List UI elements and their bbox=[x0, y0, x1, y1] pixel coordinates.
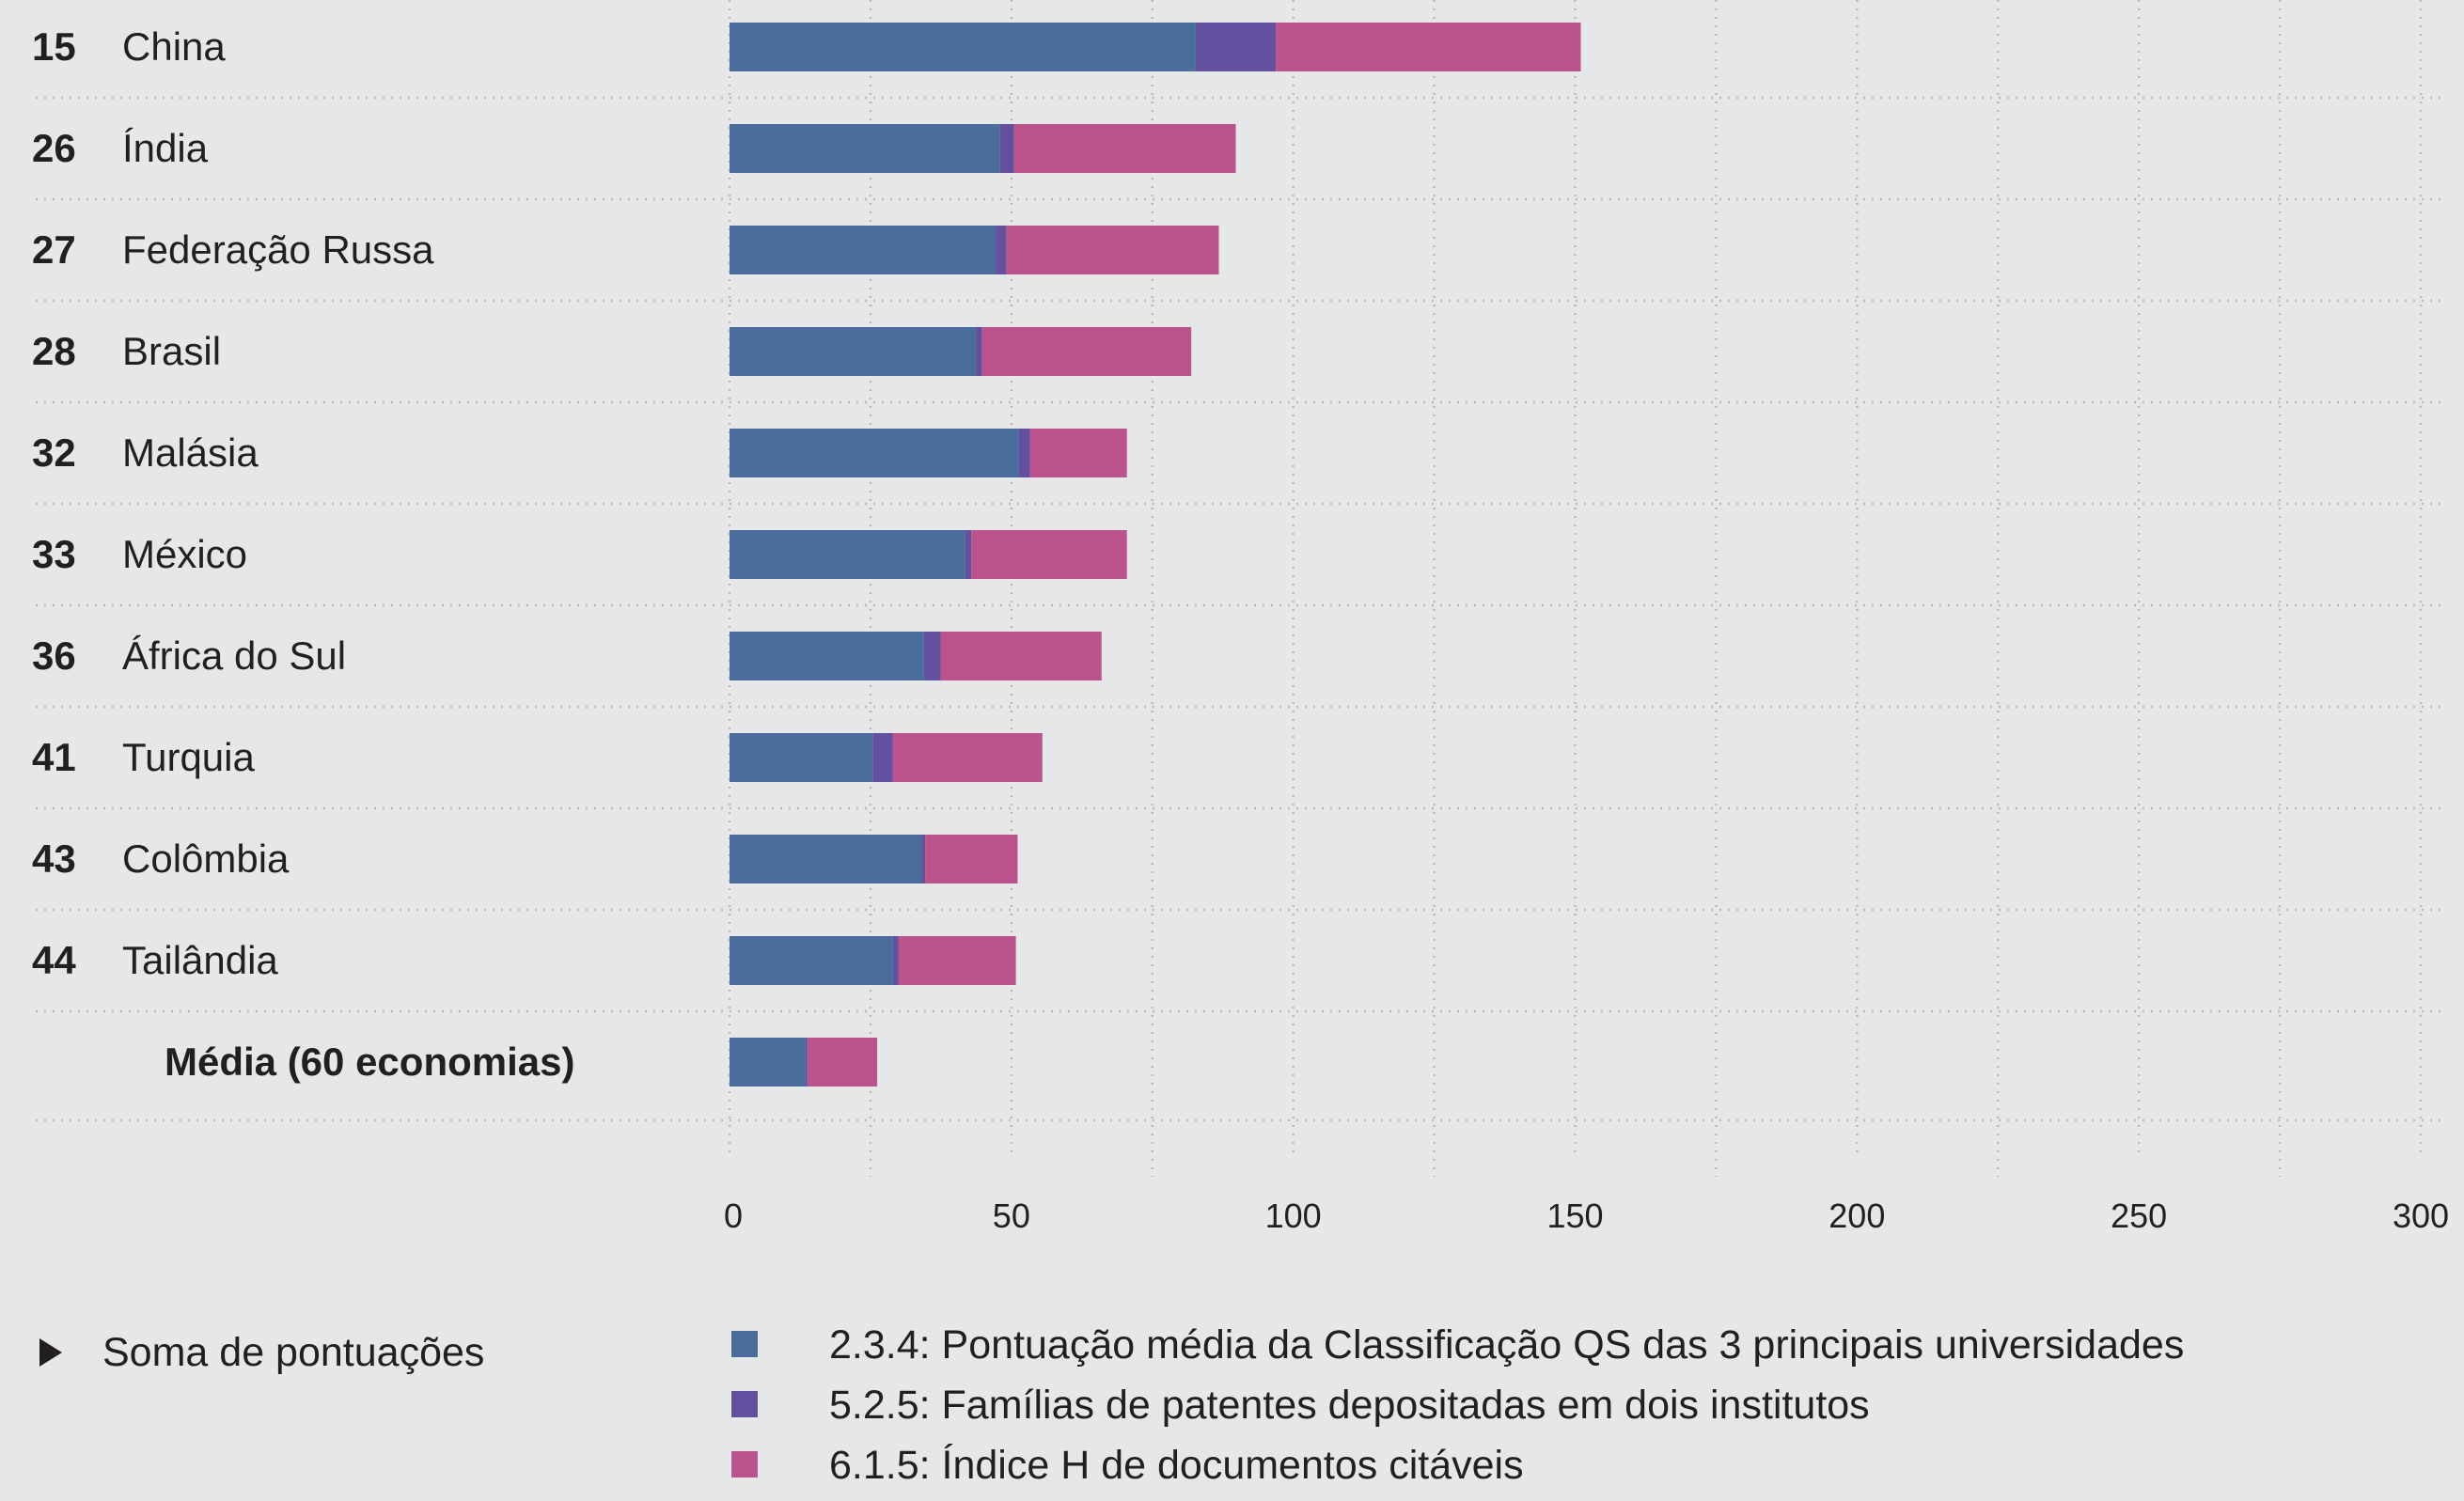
bar-segment bbox=[872, 733, 893, 782]
rank-label: 28 bbox=[32, 329, 76, 373]
tick-label-x: 100 bbox=[1265, 1196, 1322, 1235]
bar-segment bbox=[923, 632, 941, 680]
bar-segment bbox=[898, 936, 1016, 985]
bar-segment bbox=[730, 1038, 806, 1087]
rank-label: 26 bbox=[32, 126, 76, 170]
bar-segment bbox=[940, 632, 1102, 680]
rank-label: 36 bbox=[32, 633, 76, 678]
category-label: África do Sul bbox=[122, 633, 346, 678]
bar-segment bbox=[1029, 429, 1127, 477]
rank-label: 32 bbox=[32, 430, 76, 475]
bars bbox=[730, 23, 1581, 1087]
category-label: México bbox=[122, 532, 247, 576]
footer: Soma de pontuações bbox=[39, 1330, 484, 1375]
bar-segment bbox=[921, 835, 926, 883]
rank-label: 15 bbox=[32, 24, 76, 69]
bar-segment bbox=[1276, 23, 1581, 71]
rank-label: 41 bbox=[32, 735, 76, 779]
bar-segment bbox=[730, 530, 965, 579]
category-label: Tailândia bbox=[122, 938, 278, 982]
tick-label-x: 200 bbox=[1828, 1196, 1885, 1235]
category-label: Média (60 economias) bbox=[165, 1040, 574, 1084]
bar-segment bbox=[1018, 429, 1030, 477]
legend-entry: 5.2.5: Famílias de patentes depositadas … bbox=[829, 1383, 1870, 1428]
bar-segment bbox=[996, 226, 1007, 274]
tick-label-x: 250 bbox=[2111, 1196, 2167, 1235]
bar-segment bbox=[892, 936, 899, 985]
bar-segment bbox=[1195, 23, 1277, 71]
rank-label: 44 bbox=[32, 938, 76, 982]
rank-label: 27 bbox=[32, 227, 76, 272]
bar-segment bbox=[730, 429, 1019, 477]
category-label: Colômbia bbox=[122, 836, 290, 881]
bar-segment bbox=[730, 632, 924, 680]
legend-swatch bbox=[731, 1391, 758, 1417]
legend-entry: 2.3.4: Pontuação média da Classificação … bbox=[829, 1322, 2184, 1368]
bar-segment bbox=[807, 1038, 878, 1087]
category-label: Turquia bbox=[122, 735, 255, 779]
legend-swatch bbox=[731, 1331, 758, 1357]
legend: 2.3.4: Pontuação média da Classificação … bbox=[731, 1322, 2184, 1488]
bar-segment bbox=[892, 733, 1043, 782]
x-axis-ticks: 0 50 100 150 200 250 300 bbox=[724, 1196, 2449, 1235]
bar-segment bbox=[730, 733, 873, 782]
rank-label: 33 bbox=[32, 532, 76, 576]
tick-label-x: 150 bbox=[1546, 1196, 1603, 1235]
legend-entry: 6.1.5: Índice H de documentos citáveis bbox=[829, 1443, 1524, 1488]
bar-segment bbox=[971, 530, 1127, 579]
tick-label-x: 300 bbox=[2393, 1196, 2449, 1235]
bar-segment bbox=[805, 1038, 808, 1087]
bar-segment bbox=[1013, 124, 1236, 173]
bar-segment bbox=[999, 124, 1014, 173]
bar-segment bbox=[925, 835, 1018, 883]
bar-segment bbox=[1006, 226, 1219, 274]
category-label: Malásia bbox=[122, 430, 259, 475]
rank-label: 43 bbox=[32, 836, 76, 881]
bar-segment bbox=[976, 327, 982, 376]
bar-segment bbox=[730, 124, 1000, 173]
footer-label: Soma de pontuações bbox=[102, 1330, 484, 1375]
bar-segment bbox=[730, 327, 977, 376]
category-labels: 15 China 26 Índia 27 Federação Russa 28 Brasil 3… bbox=[32, 24, 574, 1084]
bar-segment bbox=[730, 226, 997, 274]
bar-segment bbox=[730, 936, 893, 985]
bar-segment bbox=[981, 327, 1192, 376]
bar-segment bbox=[730, 23, 1196, 71]
tick-label-x: 0 bbox=[724, 1196, 743, 1235]
play-triangle-icon bbox=[39, 1338, 62, 1367]
horizontal-grid bbox=[36, 96, 2444, 1122]
category-label: China bbox=[122, 24, 226, 69]
legend-swatch bbox=[731, 1451, 758, 1478]
bar-segment bbox=[965, 530, 972, 579]
category-label: Índia bbox=[122, 126, 209, 170]
category-label: Federação Russa bbox=[122, 227, 434, 272]
tick-label-x: 50 bbox=[993, 1196, 1030, 1235]
category-label: Brasil bbox=[122, 329, 221, 373]
bar-segment bbox=[730, 835, 922, 883]
